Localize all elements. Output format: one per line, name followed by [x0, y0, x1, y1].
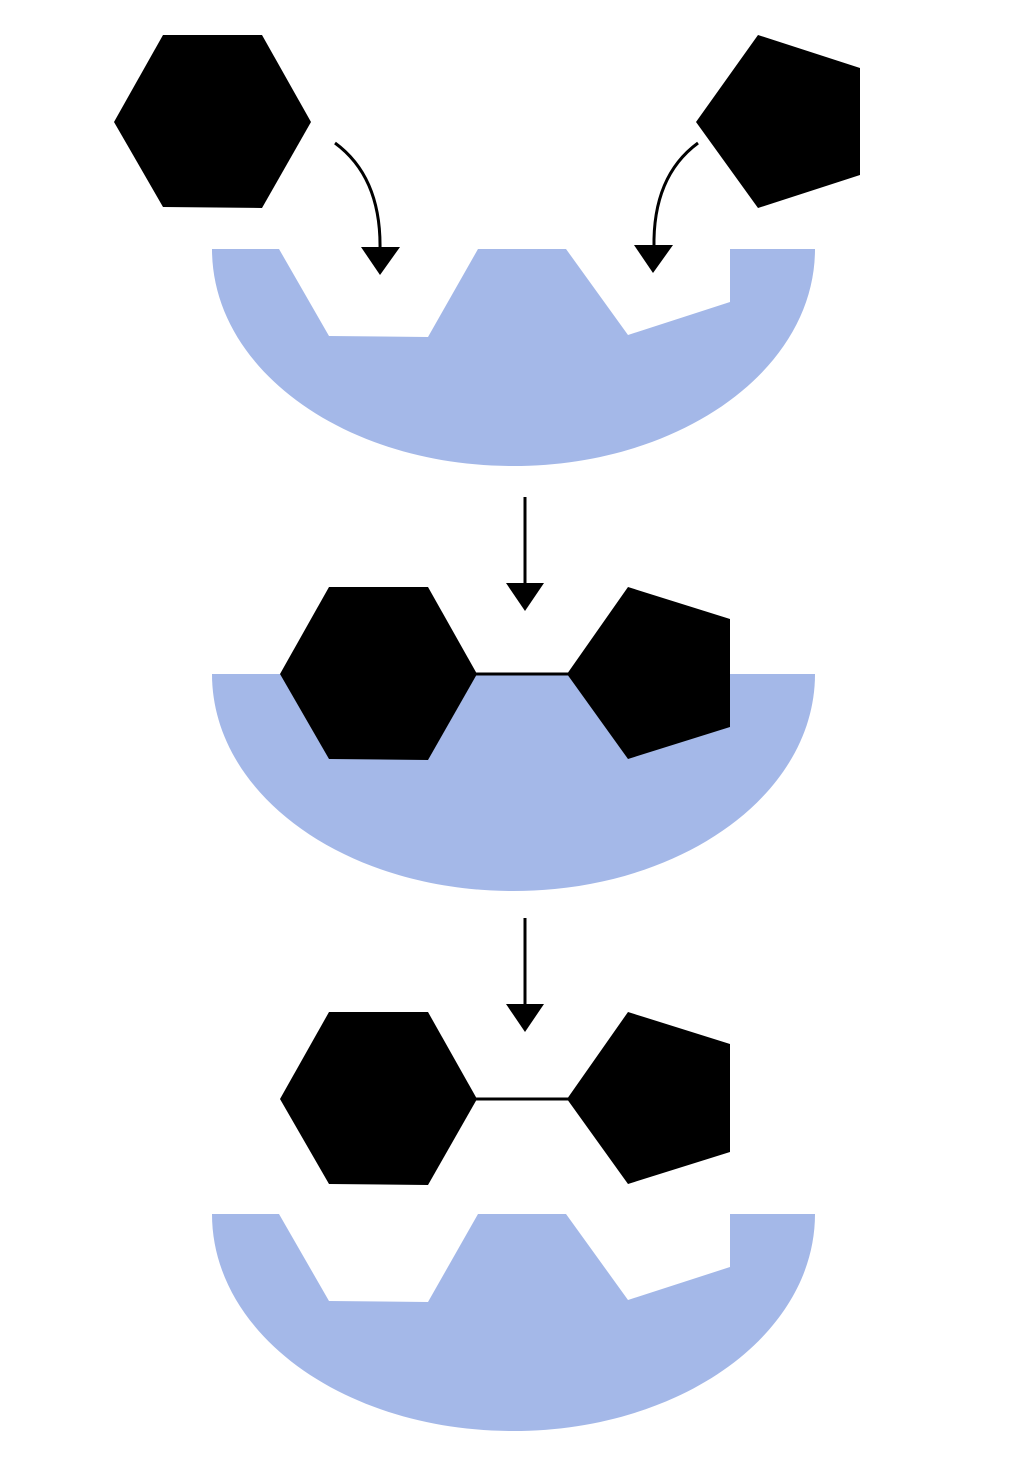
- curved-arrow-right: [652, 141, 699, 249]
- curved-arrow-left: [334, 141, 382, 251]
- stage-2-enzyme-substrate-complex: [212, 587, 815, 891]
- enzyme-3-body: [212, 1214, 815, 1431]
- stage-3-product-released: [212, 1012, 815, 1431]
- arrow-down-2: [506, 918, 544, 1032]
- arrowhead-right: [634, 245, 673, 273]
- product-hexagon: [280, 1012, 477, 1185]
- arrow-down-1: [506, 497, 544, 611]
- enzyme-1: [212, 249, 815, 466]
- product-pentagon: [567, 1012, 730, 1184]
- enzyme-1-body: [212, 249, 815, 466]
- stage-1-substrates-approach: [114, 35, 860, 466]
- enzyme-3: [212, 1214, 815, 1431]
- substrate-pentagon-free: [696, 35, 860, 208]
- substrate-hexagon-free: [114, 35, 311, 208]
- arrowhead-left: [361, 247, 400, 275]
